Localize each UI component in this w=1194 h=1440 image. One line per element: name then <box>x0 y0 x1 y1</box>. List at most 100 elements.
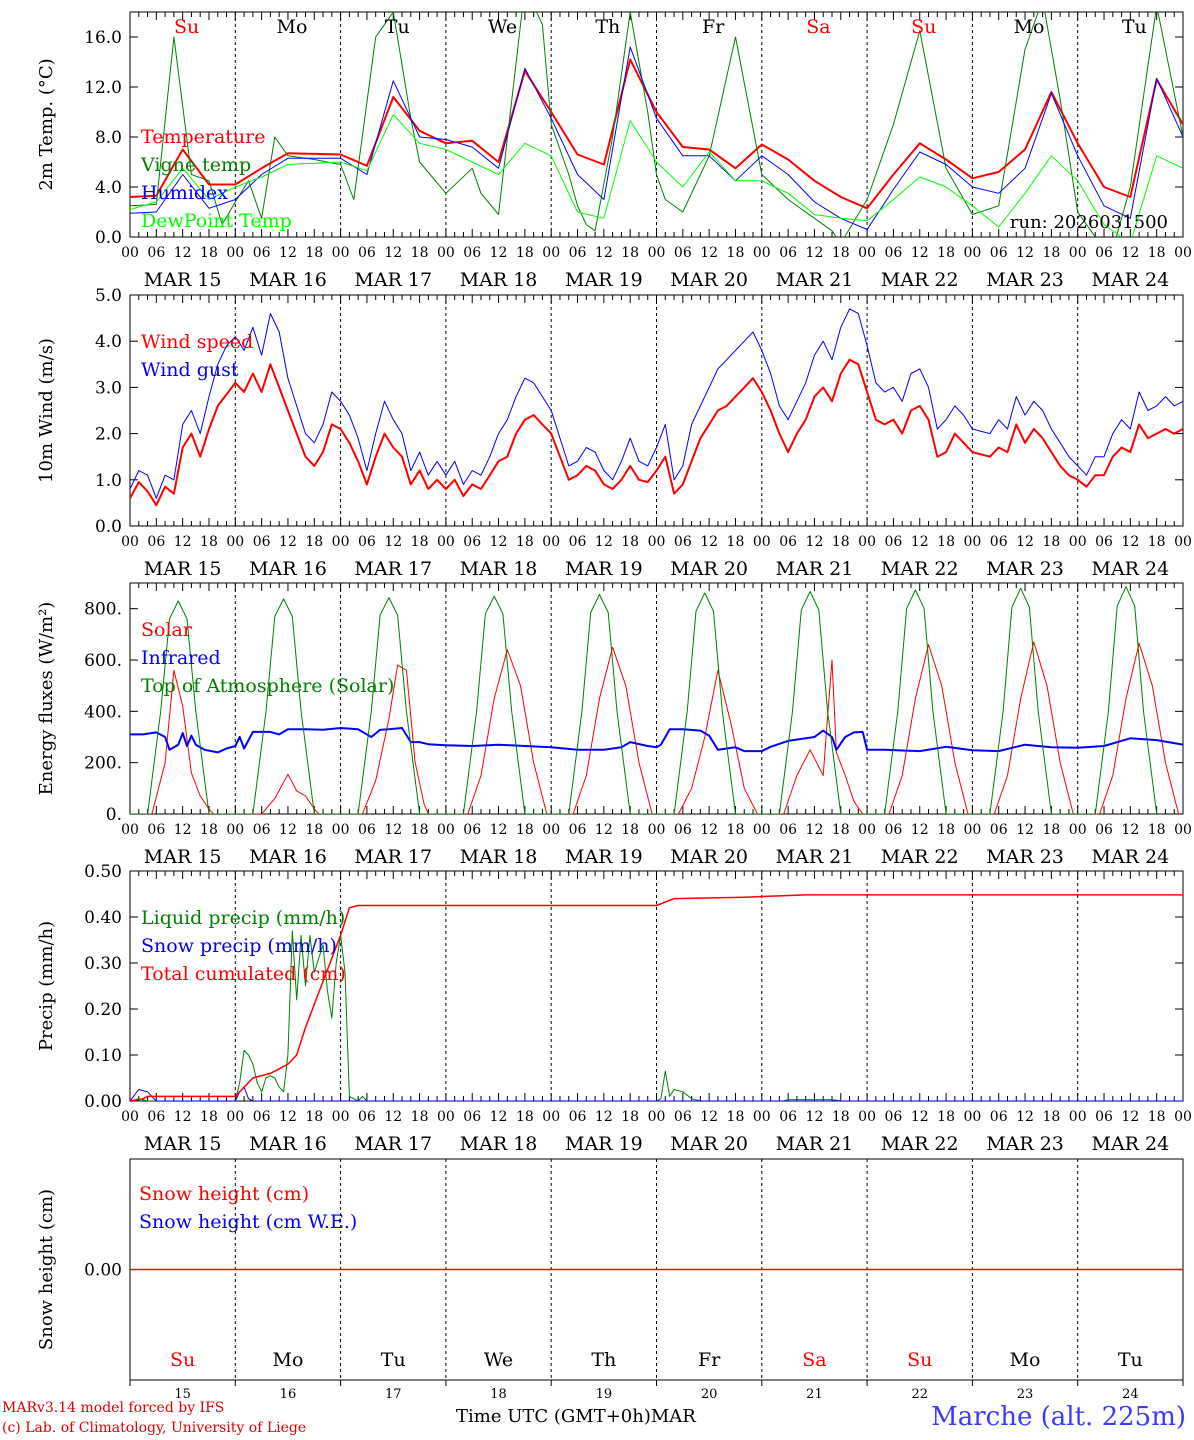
hour-label: 12 <box>490 1109 508 1125</box>
hour-label: 06 <box>990 822 1008 838</box>
y-tick-label: 5.0 <box>95 286 122 306</box>
date-label: MAR 17 <box>354 846 432 868</box>
hour-label: 18 <box>832 245 850 261</box>
month-label: MAR <box>650 1406 696 1427</box>
hour-label: 12 <box>806 1109 824 1125</box>
date-label: MAR 22 <box>881 269 959 291</box>
hour-label: 12 <box>384 534 402 550</box>
weekday-label: Tu <box>1118 1349 1143 1371</box>
hour-label: 06 <box>253 534 271 550</box>
weekday-label: Fr <box>702 16 725 38</box>
date-label: MAR 15 <box>144 1133 222 1155</box>
legend-entry: Snow precip (mm/h) <box>141 935 337 957</box>
date-label: MAR 17 <box>354 1133 432 1155</box>
legend-entry: Snow height (cm W.E.) <box>139 1211 357 1233</box>
hour-label: 00 <box>858 534 876 550</box>
weekday-label: Mo <box>276 16 307 38</box>
hour-label: 00 <box>1174 822 1192 838</box>
model-credit: MARv3.14 model forced by IFS <box>2 1400 225 1416</box>
day-number-label: 22 <box>911 1387 928 1402</box>
hour-label: 00 <box>1069 534 1087 550</box>
date-label: MAR 21 <box>776 558 854 580</box>
y-tick-label: 4.0 <box>95 332 122 352</box>
legend-entry: Wind gust <box>141 359 239 381</box>
date-label: MAR 16 <box>249 846 327 868</box>
series-line-wind-gust <box>130 308 1183 499</box>
date-label: MAR 20 <box>670 846 748 868</box>
hour-label: 00 <box>963 822 981 838</box>
hour-label: 00 <box>858 1109 876 1125</box>
hour-label: 00 <box>542 534 560 550</box>
hour-label: 12 <box>279 822 297 838</box>
y-tick-label: 0.0 <box>95 517 122 537</box>
weekday-label: Mo <box>1014 16 1045 38</box>
y-tick-label: 0.50 <box>84 862 122 882</box>
hour-label: 06 <box>885 822 903 838</box>
hour-label: 18 <box>621 534 639 550</box>
legend-entry: Solar <box>141 619 193 641</box>
date-label: MAR 20 <box>670 558 748 580</box>
hour-label: 00 <box>648 245 666 261</box>
y-axis-label: 10m Wind (m/s) <box>36 338 57 483</box>
y-tick-label: 600. <box>84 651 122 671</box>
hour-label: 06 <box>358 534 376 550</box>
hour-label: 12 <box>911 534 929 550</box>
legend-entry: DewPoint Temp <box>141 210 292 232</box>
weekday-label: Tu <box>381 1349 406 1371</box>
hour-label: 12 <box>595 822 613 838</box>
hour-label: 18 <box>832 534 850 550</box>
hour-label: 00 <box>226 1109 244 1125</box>
hour-label: 18 <box>937 534 955 550</box>
hour-label: 18 <box>727 822 745 838</box>
hour-label: 00 <box>226 245 244 261</box>
hour-label: 18 <box>305 245 323 261</box>
hour-label: 00 <box>1069 245 1087 261</box>
hour-label: 12 <box>174 1109 192 1125</box>
panel-temp: 0.0 4.0 8.0 12.0 16.0 2m Temp. (°C) Temperatur… <box>36 11 1192 291</box>
hour-label: 18 <box>411 245 429 261</box>
legend-entry: Liquid precip (mm/h) <box>141 907 345 929</box>
hour-label: 12 <box>1121 245 1139 261</box>
hour-label: 12 <box>384 1109 402 1125</box>
panel-energy: 0. 200. 400. 600. 800. Energy fluxes (W/m²) So… <box>36 582 1192 868</box>
panel-precip: 0.00 0.10 0.20 0.30 0.40 0.50 Precip (mm/h) Liq… <box>36 862 1192 1155</box>
weekday-label: Mo <box>1010 1349 1041 1371</box>
date-label: MAR 23 <box>986 269 1064 291</box>
hour-label: 06 <box>569 245 587 261</box>
date-label: MAR 24 <box>1091 269 1169 291</box>
hour-label: 12 <box>700 1109 718 1125</box>
hour-label: 12 <box>490 245 508 261</box>
series-line-wind-speed <box>130 358 1183 507</box>
hour-label: 06 <box>358 822 376 838</box>
weekday-label: Su <box>911 16 936 38</box>
hour-label: 06 <box>885 245 903 261</box>
y-tick-label: 0.10 <box>84 1046 122 1066</box>
hour-label: 00 <box>648 822 666 838</box>
hour-label: 12 <box>1016 1109 1034 1125</box>
weekday-label: Sa <box>806 16 830 38</box>
y-tick-label: 2.0 <box>95 425 122 445</box>
hour-label: 06 <box>885 534 903 550</box>
y-tick-label: 16.0 <box>84 28 122 48</box>
hour-label: 06 <box>674 534 692 550</box>
hour-label: 18 <box>727 1109 745 1125</box>
date-label: MAR 22 <box>881 846 959 868</box>
hour-label: 00 <box>226 534 244 550</box>
station-label: Marche (alt. 225m) <box>931 1402 1186 1432</box>
date-label: MAR 21 <box>776 269 854 291</box>
hour-label: 06 <box>147 822 165 838</box>
hour-label: 00 <box>437 822 455 838</box>
hour-label: 18 <box>516 245 534 261</box>
hour-label: 06 <box>1095 245 1113 261</box>
hour-label: 18 <box>621 822 639 838</box>
day-number-label: 21 <box>806 1387 823 1402</box>
hour-label: 12 <box>806 534 824 550</box>
date-label: MAR 20 <box>670 1133 748 1155</box>
hour-label: 00 <box>121 534 139 550</box>
hour-label: 00 <box>542 1109 560 1125</box>
hour-label: 00 <box>648 534 666 550</box>
hour-label: 00 <box>1069 1109 1087 1125</box>
hour-label: 18 <box>832 822 850 838</box>
date-label: MAR 18 <box>460 269 538 291</box>
hour-label: 06 <box>147 245 165 261</box>
